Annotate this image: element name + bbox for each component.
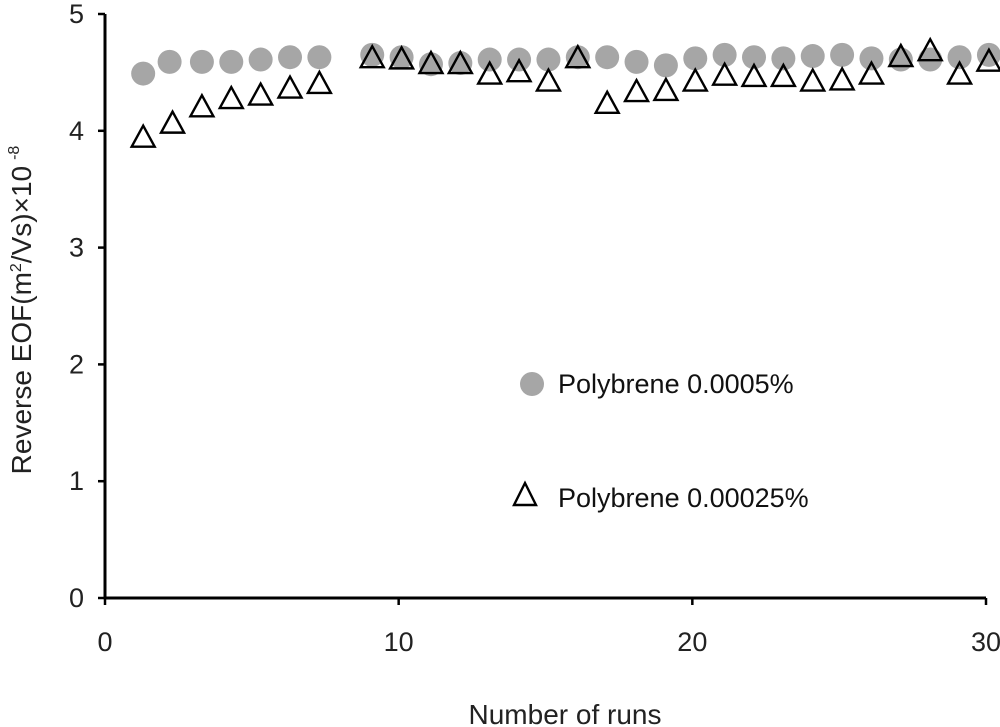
data-point-circle: [131, 61, 156, 86]
data-point-triangle: [276, 74, 304, 99]
y-axis-title-superscript: 2: [8, 263, 25, 272]
data-point-circle: [565, 45, 590, 70]
data-point-triangle: [247, 81, 275, 106]
legend: Polybrene 0.0005% Polybrene 0.00025%: [512, 369, 809, 513]
data-point-circle: [624, 49, 649, 74]
data-point-circle: [157, 49, 182, 74]
data-point-triangle: [681, 67, 709, 92]
x-tick-label: 10: [384, 627, 414, 657]
y-axis-title-exponent: -8: [6, 146, 23, 160]
data-point-triangle: [417, 49, 445, 75]
data-point-triangle: [129, 123, 157, 148]
x-axis-title: Number of runs: [469, 699, 662, 727]
data-point-triangle: [652, 76, 680, 102]
y-tick-label: 3: [69, 233, 84, 263]
data-point-circle: [418, 52, 443, 77]
x-tick-label: 30: [971, 627, 1000, 657]
legend-circle-marker: [520, 372, 544, 396]
axis-ticks: 0 1 2 3 4 5 0 10 20 30: [69, 0, 1000, 657]
data-point-triangle: [505, 57, 533, 83]
x-tick-label: 20: [677, 627, 707, 657]
y-axis-title-main: Reverse EOF(m: [6, 272, 37, 474]
x-tick-label: 0: [97, 627, 112, 657]
data-point-circle: [219, 49, 244, 74]
data-point-circle: [859, 46, 884, 71]
legend-label-series-1: Polybrene 0.0005%: [558, 369, 794, 399]
y-tick-label: 4: [69, 116, 84, 146]
data-point-triangle: [305, 69, 333, 95]
data-point-triangle: [975, 47, 1000, 72]
legend-triangle-marker: [512, 480, 538, 507]
y-axis-title: Reverse EOF(m2/Vs)×10 -8: [6, 146, 37, 475]
data-point-triangle: [358, 43, 386, 69]
data-point-triangle: [217, 84, 245, 110]
y-tick-label: 1: [69, 466, 84, 496]
data-point-circle: [248, 47, 273, 72]
data-point-circle: [800, 44, 825, 69]
y-tick-label: 2: [69, 349, 84, 379]
data-point-triangle: [857, 60, 885, 85]
data-point-triangle: [388, 44, 416, 70]
data-point-triangle: [534, 67, 562, 92]
data-point-circle: [771, 46, 796, 71]
data-point-triangle: [623, 77, 651, 103]
data-point-circle: [189, 49, 214, 74]
data-point-triangle: [564, 43, 592, 69]
data-point-triangle: [916, 36, 944, 62]
data-point-triangle: [711, 61, 739, 86]
data-point-triangle: [946, 60, 974, 85]
data-point-circle: [947, 45, 972, 70]
data-point-triangle: [593, 89, 621, 114]
data-point-triangle: [159, 109, 187, 134]
axes: [103, 14, 986, 600]
data-point-circle: [830, 42, 855, 67]
data-point-triangle: [887, 42, 915, 68]
legend-label-series-2: Polybrene 0.00025%: [558, 483, 809, 513]
data-point-circle: [595, 45, 620, 70]
data-point-triangle: [799, 67, 827, 92]
data-point-circle: [389, 45, 414, 70]
data-point-triangle: [446, 49, 474, 75]
data-point-circle: [653, 53, 678, 78]
data-point-circle: [536, 47, 561, 72]
data-point-triangle: [476, 60, 504, 85]
data-point-triangle: [188, 92, 216, 118]
data-point-circle: [278, 45, 303, 70]
data-point-circle: [448, 51, 473, 76]
data-point-circle: [712, 42, 737, 67]
data-point-triangle: [828, 65, 856, 91]
data-point-circle: [683, 46, 708, 71]
data-point-circle: [742, 45, 767, 70]
data-point-circle: [477, 47, 502, 72]
y-tick-label: 0: [69, 583, 84, 613]
data-point-circle: [307, 45, 332, 70]
data-point-triangle: [769, 62, 797, 88]
data-point-circle: [360, 42, 385, 67]
data-points: [129, 36, 1000, 148]
y-tick-label: 5: [69, 0, 84, 29]
y-axis-title-unit: /Vs)×10: [6, 166, 37, 263]
data-point-triangle: [740, 62, 768, 88]
